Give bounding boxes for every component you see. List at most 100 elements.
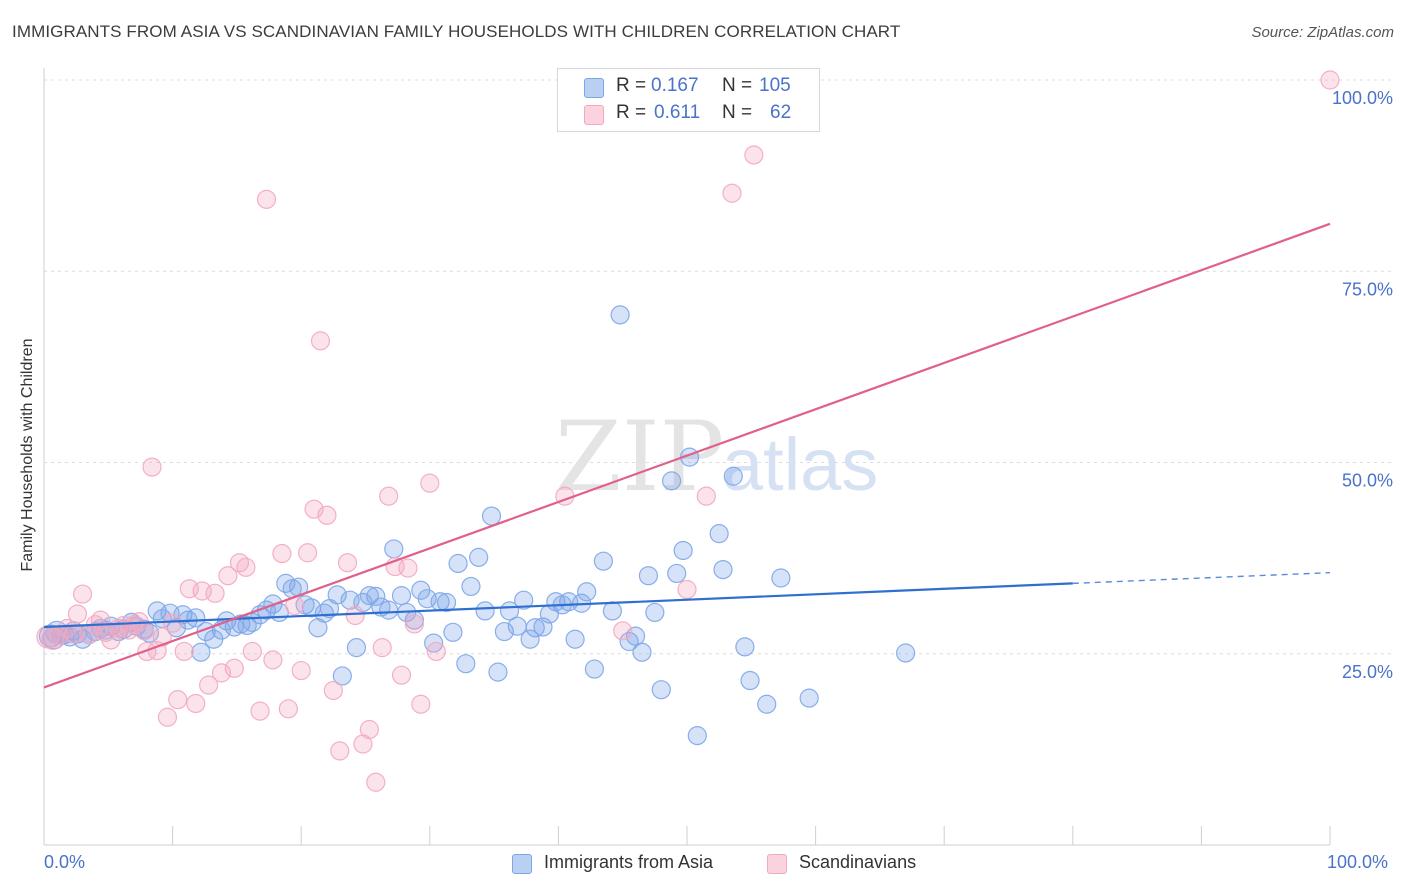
data-point	[272, 543, 292, 564]
data-point	[124, 615, 144, 635]
data-point	[199, 675, 219, 695]
legend-n-value: 105	[759, 75, 791, 96]
data-point	[448, 553, 468, 574]
data-point	[242, 641, 262, 662]
data-point	[276, 573, 296, 593]
data-point	[584, 659, 605, 679]
data-point	[677, 579, 697, 600]
data-point	[236, 557, 256, 577]
data-point	[291, 660, 311, 681]
data-point	[186, 608, 206, 628]
data-point	[456, 654, 476, 674]
data-point	[602, 601, 623, 621]
data-point	[565, 629, 585, 649]
x-tick-label-max: 100.0%	[1327, 852, 1389, 872]
data-point	[379, 486, 399, 506]
correlation-legend: R = 0.167 N = 105 R = 0.611 N = 62	[557, 68, 820, 132]
data-point	[411, 694, 431, 714]
data-point	[661, 471, 682, 491]
data-point	[211, 663, 232, 683]
data-point	[619, 631, 639, 652]
watermark-zip: ZIP	[555, 401, 724, 513]
data-point	[168, 690, 188, 710]
data-point	[645, 602, 665, 623]
y-tick-label: 25.0%	[1342, 662, 1393, 682]
legend-label-scandinavians: Scandinavians	[799, 852, 917, 872]
data-point	[461, 576, 481, 597]
data-point	[404, 614, 424, 634]
data-point	[142, 457, 162, 477]
data-point	[520, 629, 540, 649]
data-point	[593, 551, 614, 571]
trend-line-extension	[1072, 571, 1331, 585]
data-point	[771, 568, 791, 588]
data-point	[488, 662, 508, 682]
data-point	[443, 622, 463, 642]
data-point	[337, 553, 358, 573]
legend-r-label: R =	[616, 75, 647, 96]
data-point	[757, 694, 777, 714]
data-point	[577, 582, 597, 602]
data-point	[72, 584, 93, 604]
y-tick-label: 50.0%	[1342, 471, 1393, 491]
legend-r-value: 0.167	[651, 75, 699, 96]
source-credit: Source: ZipAtlas.com	[1251, 24, 1394, 41]
legend-swatch-asia	[512, 854, 532, 874]
data-point	[101, 630, 121, 650]
data-point	[372, 638, 392, 658]
data-point	[191, 642, 211, 662]
data-point	[391, 665, 412, 685]
data-point	[651, 680, 671, 700]
axes	[43, 68, 1331, 846]
y-tick-label: 75.0%	[1342, 279, 1393, 299]
data-point	[174, 641, 194, 662]
data-point	[687, 726, 707, 746]
data-point	[632, 642, 652, 662]
data-point	[638, 566, 659, 586]
data-point	[436, 592, 457, 613]
data-point	[696, 486, 716, 506]
data-point	[740, 670, 760, 691]
y-tick-labels: 25.0% 50.0% 75.0% 100.0%	[1332, 88, 1393, 682]
data-point	[494, 621, 514, 642]
watermark: ZIP atlas	[555, 401, 878, 513]
trend-line	[43, 222, 1331, 689]
series-scandinavians-points	[36, 70, 1340, 792]
series-asia-points	[38, 305, 916, 746]
data-point	[256, 189, 277, 209]
data-point	[345, 605, 365, 626]
legend-n-value: 62	[770, 102, 792, 123]
legend-r-label: R =	[616, 102, 647, 123]
legend-swatch-scandinavians	[767, 854, 787, 874]
data-point	[346, 638, 367, 658]
data-point	[366, 586, 386, 606]
data-point	[525, 618, 545, 638]
legend-row-asia: R = 0.167 N = 105	[558, 74, 819, 100]
legend-row-scandinavians: R = 0.611 N = 62	[558, 101, 819, 127]
data-point	[398, 558, 418, 578]
data-point	[896, 643, 916, 663]
data-point	[323, 680, 343, 701]
data-point	[384, 539, 404, 559]
data-point	[186, 693, 206, 714]
data-point	[332, 666, 352, 686]
data-point	[426, 641, 446, 662]
data-point	[298, 543, 318, 563]
data-point	[310, 331, 331, 351]
data-point	[366, 772, 386, 792]
data-point	[163, 613, 183, 633]
data-point	[67, 604, 88, 624]
data-point	[250, 701, 270, 721]
legend-n-label: N =	[722, 102, 753, 123]
data-point	[224, 658, 244, 678]
data-point	[157, 707, 178, 727]
trend-line	[43, 582, 1073, 629]
watermark-atlas: atlas	[722, 423, 878, 506]
data-point	[735, 637, 755, 657]
data-point	[709, 524, 729, 544]
data-point	[317, 505, 337, 525]
data-point	[481, 506, 502, 526]
data-point	[610, 305, 630, 325]
data-point	[723, 466, 743, 486]
